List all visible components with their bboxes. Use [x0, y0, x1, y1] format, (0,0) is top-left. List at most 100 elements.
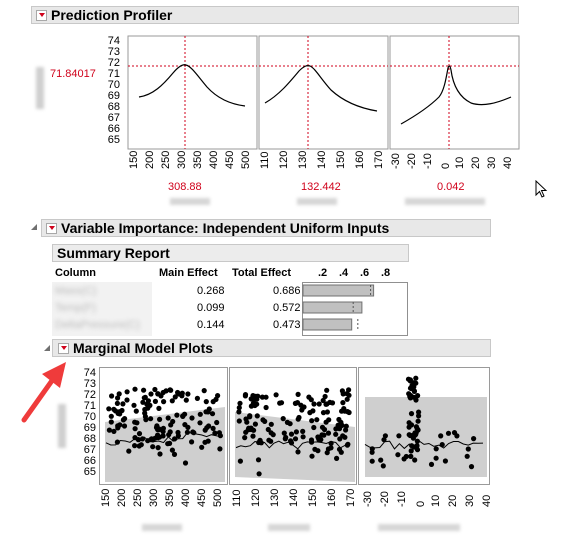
scatter-point: [300, 434, 306, 440]
scatter-point: [308, 397, 314, 403]
scatter-point: [126, 448, 132, 454]
profiler-xtick: -10: [422, 153, 434, 169]
scatter-point: [185, 424, 191, 430]
scatter-point: [203, 409, 209, 415]
scatter-point: [369, 449, 375, 455]
scatter-point: [415, 393, 421, 399]
profiler-xtick: 150: [335, 150, 347, 169]
scatter-point: [265, 426, 271, 433]
marginal-fit-line: [105, 432, 222, 446]
col-header-main-effect: Main Effect: [159, 267, 218, 279]
factor-name-blurred-3: [405, 198, 485, 205]
scatter-point: [194, 395, 200, 401]
scatter-point: [206, 423, 212, 429]
summary-report-title: Summary Report: [57, 245, 170, 261]
scatter-point: [324, 401, 330, 407]
scatter-point: [263, 404, 269, 411]
scatter-point: [157, 451, 163, 457]
profiler-xtick: 110: [259, 151, 271, 169]
scatter-point: [270, 432, 276, 438]
scatter-point: [346, 387, 352, 393]
profiler-xtick: 160: [354, 150, 366, 169]
factor-current-value-3[interactable]: 0.042: [437, 181, 465, 193]
profiler-ytick: 66: [107, 123, 120, 135]
scatter-point: [138, 442, 144, 448]
marginal-ytick: 74: [83, 367, 96, 379]
bar-tick: .4: [339, 267, 349, 279]
scatter-point: [396, 433, 402, 439]
marginal-xtick: 170: [345, 488, 357, 507]
scatter-point: [346, 409, 352, 416]
profiler-xtick: 150: [128, 150, 140, 169]
scatter-point: [165, 415, 171, 421]
response-value: 71.84017: [50, 68, 96, 80]
scatter-point: [148, 416, 154, 422]
scatter-point: [197, 411, 203, 417]
profiler-red-triangle-menu[interactable]: [36, 9, 47, 21]
scatter-point: [120, 401, 126, 407]
profiler-xtick: 450: [224, 150, 236, 169]
scatter-point: [413, 380, 419, 386]
scatter-point: [322, 393, 328, 400]
col-header-total-effect: Total Effect: [232, 267, 292, 279]
profiler-xtick: -30: [390, 153, 402, 169]
marginal-fit-line: [364, 440, 484, 450]
summary-table: Column Main Effect Total Effect .2 .4 .6…: [52, 264, 409, 336]
scatter-point: [315, 448, 321, 454]
variable-importance-red-triangle-menu[interactable]: [46, 222, 57, 234]
scatter-point: [445, 430, 452, 436]
scatter-point: [242, 392, 249, 398]
factor-current-value-1[interactable]: 308.88: [168, 181, 202, 193]
profiler-ytick: 67: [107, 112, 120, 124]
scatter-point: [442, 458, 448, 464]
scatter-point: [116, 391, 122, 397]
table-row: Temp(F) 0.099 0.572: [52, 300, 409, 317]
profiler-plots: [127, 35, 520, 150]
marginal-xtick: -10: [396, 491, 408, 507]
scatter-point: [257, 437, 263, 443]
scatter-point: [237, 458, 243, 464]
scatter-point: [320, 410, 327, 416]
scatter-point: [121, 423, 128, 429]
scatter-point: [212, 430, 218, 436]
marginal-y-axis: 74 73 72 71 70 69 68 67 66 65: [70, 367, 98, 485]
marginal-red-triangle-menu[interactable]: [58, 342, 69, 354]
scatter-point: [157, 416, 163, 422]
scatter-point: [166, 432, 172, 438]
scatter-point: [409, 383, 415, 389]
scatter-point: [175, 433, 181, 439]
scatter-point: [343, 427, 349, 433]
marginal-factor-name-blurred-2: [268, 524, 310, 531]
profiler-xtick: 200: [144, 150, 156, 169]
scatter-point: [259, 394, 265, 400]
scatter-point: [136, 431, 143, 437]
profiler-title: Prediction Profiler: [51, 7, 173, 23]
scatter-point: [414, 447, 421, 453]
profiler-xtick: 30: [486, 156, 498, 169]
scatter-point: [468, 464, 475, 470]
scatter-point: [210, 425, 216, 431]
marginal-xtick: 500: [212, 488, 224, 507]
row-name-blurred: DeltaPressure(C): [55, 319, 140, 331]
variable-importance-header: Variable Importance: Independent Uniform…: [41, 219, 491, 237]
marginal-xtick: 0: [415, 500, 427, 507]
marginal-x-axis-1: 150 200 250 300 350 400 450 500: [100, 487, 228, 517]
marginal-ytick: 66: [83, 455, 96, 467]
marginal-xtick: 200: [116, 488, 128, 507]
scatter-point: [245, 427, 251, 433]
scatter-point: [268, 438, 274, 444]
row-main-effect: 0.099: [197, 302, 225, 314]
row-main-effect: 0.268: [197, 285, 225, 297]
scatter-point: [309, 453, 315, 459]
mouse-pointer-icon: [535, 180, 548, 198]
profiler-ytick: 68: [107, 101, 120, 113]
scatter-point: [155, 445, 161, 451]
scatter-point: [334, 455, 340, 461]
marginal-ytick: 65: [83, 466, 96, 478]
profiler-xtick: 300: [176, 150, 188, 169]
scatter-point: [132, 426, 138, 432]
profiler-xtick: 170: [373, 150, 385, 169]
scatter-point: [152, 386, 158, 393]
factor-current-value-2[interactable]: 132.442: [301, 181, 341, 193]
scatter-point: [205, 438, 211, 444]
